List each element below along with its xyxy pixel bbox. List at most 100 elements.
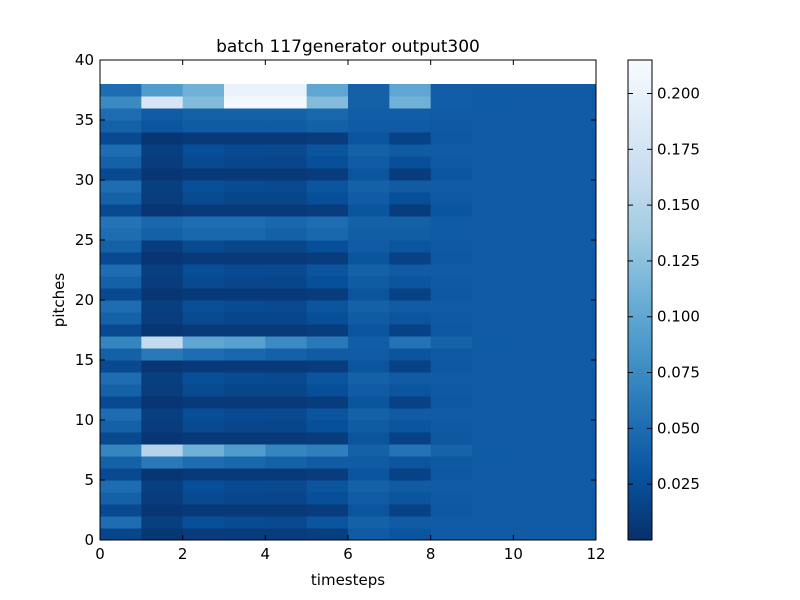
heatmap-cell <box>472 432 514 445</box>
heatmap-cell <box>265 312 308 325</box>
heatmap-cell <box>265 288 308 301</box>
heatmap-cell <box>141 312 184 325</box>
heatmap-cell <box>141 504 184 517</box>
heatmap-cell <box>513 96 556 109</box>
heatmap-cell <box>141 444 184 457</box>
heatmap-cell <box>141 396 184 409</box>
heatmap-cell <box>224 108 266 121</box>
heatmap-cell <box>389 276 432 289</box>
heatmap-cell <box>182 408 225 421</box>
heatmap-cell <box>472 108 514 121</box>
heatmap-cell <box>430 372 473 385</box>
heatmap-cell <box>389 336 432 349</box>
heatmap-cell <box>182 324 225 337</box>
x-tick-label: 8 <box>426 545 436 563</box>
heatmap-cell <box>306 336 349 349</box>
heatmap-cell <box>348 468 390 481</box>
x-tick-label: 10 <box>504 545 523 563</box>
heatmap-cell <box>554 240 597 253</box>
heatmap-cell <box>265 120 308 133</box>
heatmap-cell <box>513 348 556 361</box>
heatmap-cell <box>265 516 308 529</box>
heatmap-cell <box>141 348 184 361</box>
heatmap-cell <box>513 264 556 277</box>
y-tick-label: 5 <box>84 471 94 489</box>
heatmap-cell <box>224 300 266 313</box>
heatmap-cell <box>224 120 266 133</box>
heatmap-cell <box>348 228 390 241</box>
heatmap-cell <box>430 384 473 397</box>
heatmap-cell <box>224 408 266 421</box>
heatmap-cell <box>472 360 514 373</box>
heatmap-cell <box>389 480 432 493</box>
heatmap-cell <box>554 192 597 205</box>
heatmap-cell <box>389 468 432 481</box>
heatmap-cell <box>224 492 266 505</box>
heatmap-cell <box>100 192 142 205</box>
heatmap-cell <box>348 396 390 409</box>
heatmap-cell <box>348 276 390 289</box>
heatmap-cell <box>348 180 390 193</box>
heatmap-cell <box>430 420 473 433</box>
heatmap-cell <box>389 456 432 469</box>
heatmap-cell <box>513 156 556 169</box>
heatmap-cell <box>224 444 266 457</box>
heatmap-cell <box>100 312 142 325</box>
heatmap-cell <box>348 324 390 337</box>
heatmap-cell <box>141 384 184 397</box>
heatmap-cell <box>554 528 597 541</box>
heatmap-cell <box>348 384 390 397</box>
heatmap-cell <box>554 204 597 217</box>
heatmap-cell <box>554 504 597 517</box>
heatmap-cell <box>141 336 184 349</box>
heatmap-cell <box>100 516 142 529</box>
heatmap-cell <box>389 420 432 433</box>
heatmap-cell <box>265 84 308 97</box>
heatmap-cell <box>472 420 514 433</box>
heatmap-cell <box>100 216 142 229</box>
heatmap-cell <box>306 132 349 145</box>
heatmap-cell <box>348 108 390 121</box>
heatmap-cell <box>100 144 142 157</box>
heatmap-cell <box>472 456 514 469</box>
heatmap-cell <box>389 312 432 325</box>
heatmap-cell <box>348 96 390 109</box>
heatmap-cell <box>430 300 473 313</box>
heatmap-cell <box>430 480 473 493</box>
heatmap-cell <box>224 516 266 529</box>
heatmap-cell <box>265 492 308 505</box>
heatmap-cell <box>141 96 184 109</box>
heatmap-cell <box>306 120 349 133</box>
heatmap-cell <box>141 372 184 385</box>
heatmap-cell <box>513 372 556 385</box>
heatmap-cell <box>265 180 308 193</box>
heatmap-cell <box>265 384 308 397</box>
colorbar <box>627 59 653 541</box>
heatmap-cell <box>306 84 349 97</box>
heatmap-cell <box>100 288 142 301</box>
heatmap-cell <box>224 504 266 517</box>
heatmap-cell <box>141 192 184 205</box>
y-axis-label: pitches <box>50 273 68 328</box>
heatmap-cell <box>554 120 597 133</box>
heatmap-cell <box>100 228 142 241</box>
heatmap-cell <box>224 132 266 145</box>
heatmap-cell <box>265 132 308 145</box>
heatmap-cell <box>100 252 142 265</box>
heatmap-cell <box>265 192 308 205</box>
x-tick-label: 6 <box>343 545 353 563</box>
heatmap-cells <box>100 84 597 541</box>
heatmap-cell <box>430 528 473 541</box>
heatmap-cell <box>472 156 514 169</box>
heatmap-cell <box>141 300 184 313</box>
heatmap-cell <box>389 504 432 517</box>
heatmap-cell <box>265 216 308 229</box>
colorbar-tick-label: 0.175 <box>657 140 700 158</box>
heatmap-cell <box>141 480 184 493</box>
heatmap-cell <box>265 156 308 169</box>
heatmap-cell <box>182 420 225 433</box>
heatmap-cell <box>100 240 142 253</box>
colorbar-tick-label: 0.200 <box>657 84 700 102</box>
heatmap-cell <box>224 396 266 409</box>
